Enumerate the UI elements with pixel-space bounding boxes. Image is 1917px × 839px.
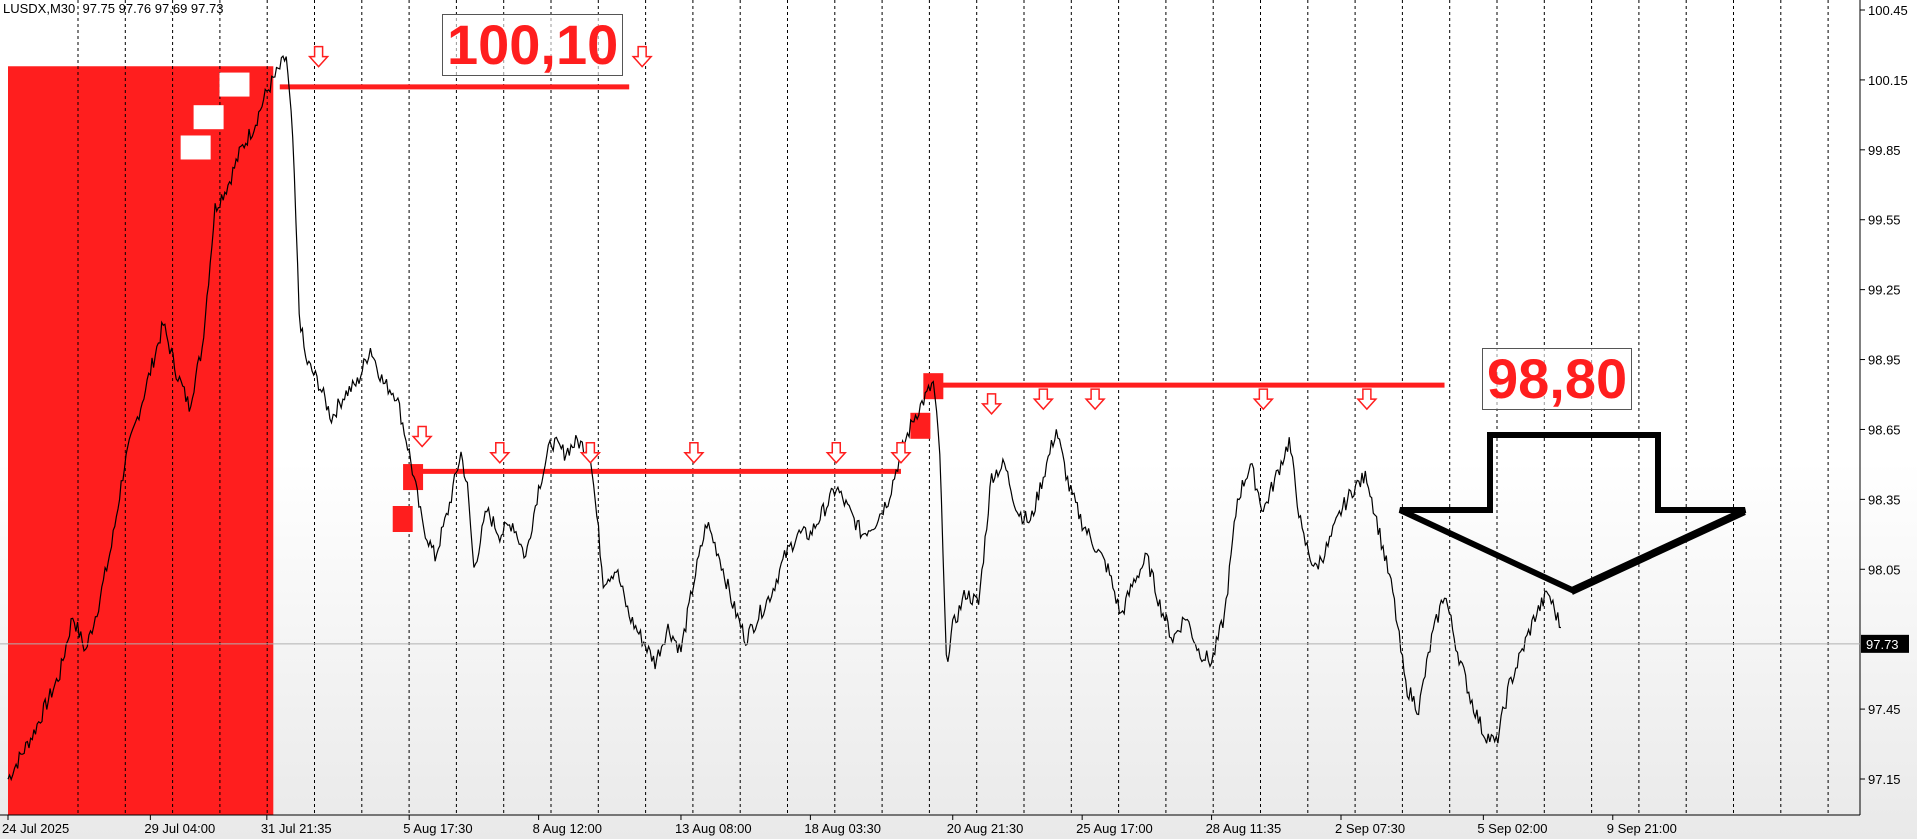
y-tick-label: 100.15 — [1868, 73, 1908, 88]
x-tick-label: 9 Sep 21:00 — [1607, 821, 1677, 836]
zone-rect — [8, 66, 274, 816]
y-tick-label: 98.65 — [1868, 422, 1901, 437]
y-tick-label: 99.55 — [1868, 213, 1901, 228]
x-tick-label: 25 Aug 17:00 — [1076, 821, 1153, 836]
sell-arrow-icon — [631, 45, 653, 68]
x-tick-label: 2 Sep 07:30 — [1335, 821, 1405, 836]
sell-arrow-icon — [1252, 388, 1275, 411]
down-arrow-shadow — [1571, 511, 1746, 595]
sell-arrow-icon — [1084, 388, 1106, 411]
y-tick-label: 99.25 — [1868, 283, 1901, 298]
current-price-badge — [1861, 634, 1909, 653]
sell-arrow-icon — [890, 442, 912, 464]
current-price-label: 97.73 — [1866, 637, 1899, 652]
red-block — [392, 506, 413, 533]
white-block — [219, 72, 250, 97]
sell-arrow-icon — [980, 393, 1003, 415]
y-tick-label: 98.95 — [1868, 353, 1901, 368]
sell-arrow-icon — [1356, 388, 1378, 411]
x-tick-label: 8 Aug 12:00 — [533, 821, 602, 836]
down-arrow-icon — [1398, 432, 1747, 594]
sell-arrow-icon — [1032, 388, 1055, 411]
white-block — [180, 135, 211, 160]
x-tick-label: 29 Jul 04:00 — [144, 821, 215, 836]
lower-level-label: 98,80 — [1482, 348, 1633, 410]
red-block — [910, 412, 931, 439]
y-tick-label: 97.45 — [1868, 702, 1901, 717]
sell-arrow-icon — [683, 442, 705, 464]
symbol-label: LUSDX,M30 — [3, 1, 76, 16]
x-tick-label: 28 Aug 11:35 — [1206, 821, 1282, 836]
white-block — [193, 105, 224, 130]
sell-arrow-icon — [489, 442, 511, 464]
y-tick-label: 98.05 — [1868, 562, 1901, 577]
sell-arrow-icon — [411, 425, 433, 448]
sell-arrow-icon — [579, 442, 602, 464]
x-tick-label: 31 Jul 21:35 — [261, 821, 332, 836]
red-block — [403, 464, 424, 491]
y-tick-label: 97.15 — [1868, 772, 1901, 787]
price-line — [7, 54, 1562, 782]
y-tick-label: 99.85 — [1868, 143, 1901, 158]
sell-arrow-icon — [825, 442, 847, 464]
x-tick-label: 20 Aug 21:30 — [947, 821, 1024, 836]
upper-level-label: 100,10 — [442, 14, 624, 76]
ohlc-values: 97.75 97.76 97.69 97.73 — [82, 1, 224, 16]
x-tick-label: 24 Jul 2025 — [2, 821, 69, 836]
x-tick-label: 5 Aug 17:30 — [403, 821, 472, 836]
y-tick-label: 98.35 — [1868, 492, 1901, 507]
x-tick-label: 13 Aug 08:00 — [675, 821, 752, 836]
sell-arrow-icon — [307, 45, 330, 68]
x-tick-label: 5 Sep 02:00 — [1477, 821, 1547, 836]
x-tick-label: 18 Aug 03:30 — [804, 821, 881, 836]
y-tick-label: 100.45 — [1868, 3, 1908, 18]
symbol-header: LUSDX,M30 97.75 97.76 97.69 97.73 — [3, 1, 223, 16]
